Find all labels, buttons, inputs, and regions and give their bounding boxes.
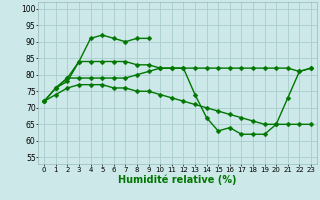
X-axis label: Humidité relative (%): Humidité relative (%) xyxy=(118,174,237,185)
